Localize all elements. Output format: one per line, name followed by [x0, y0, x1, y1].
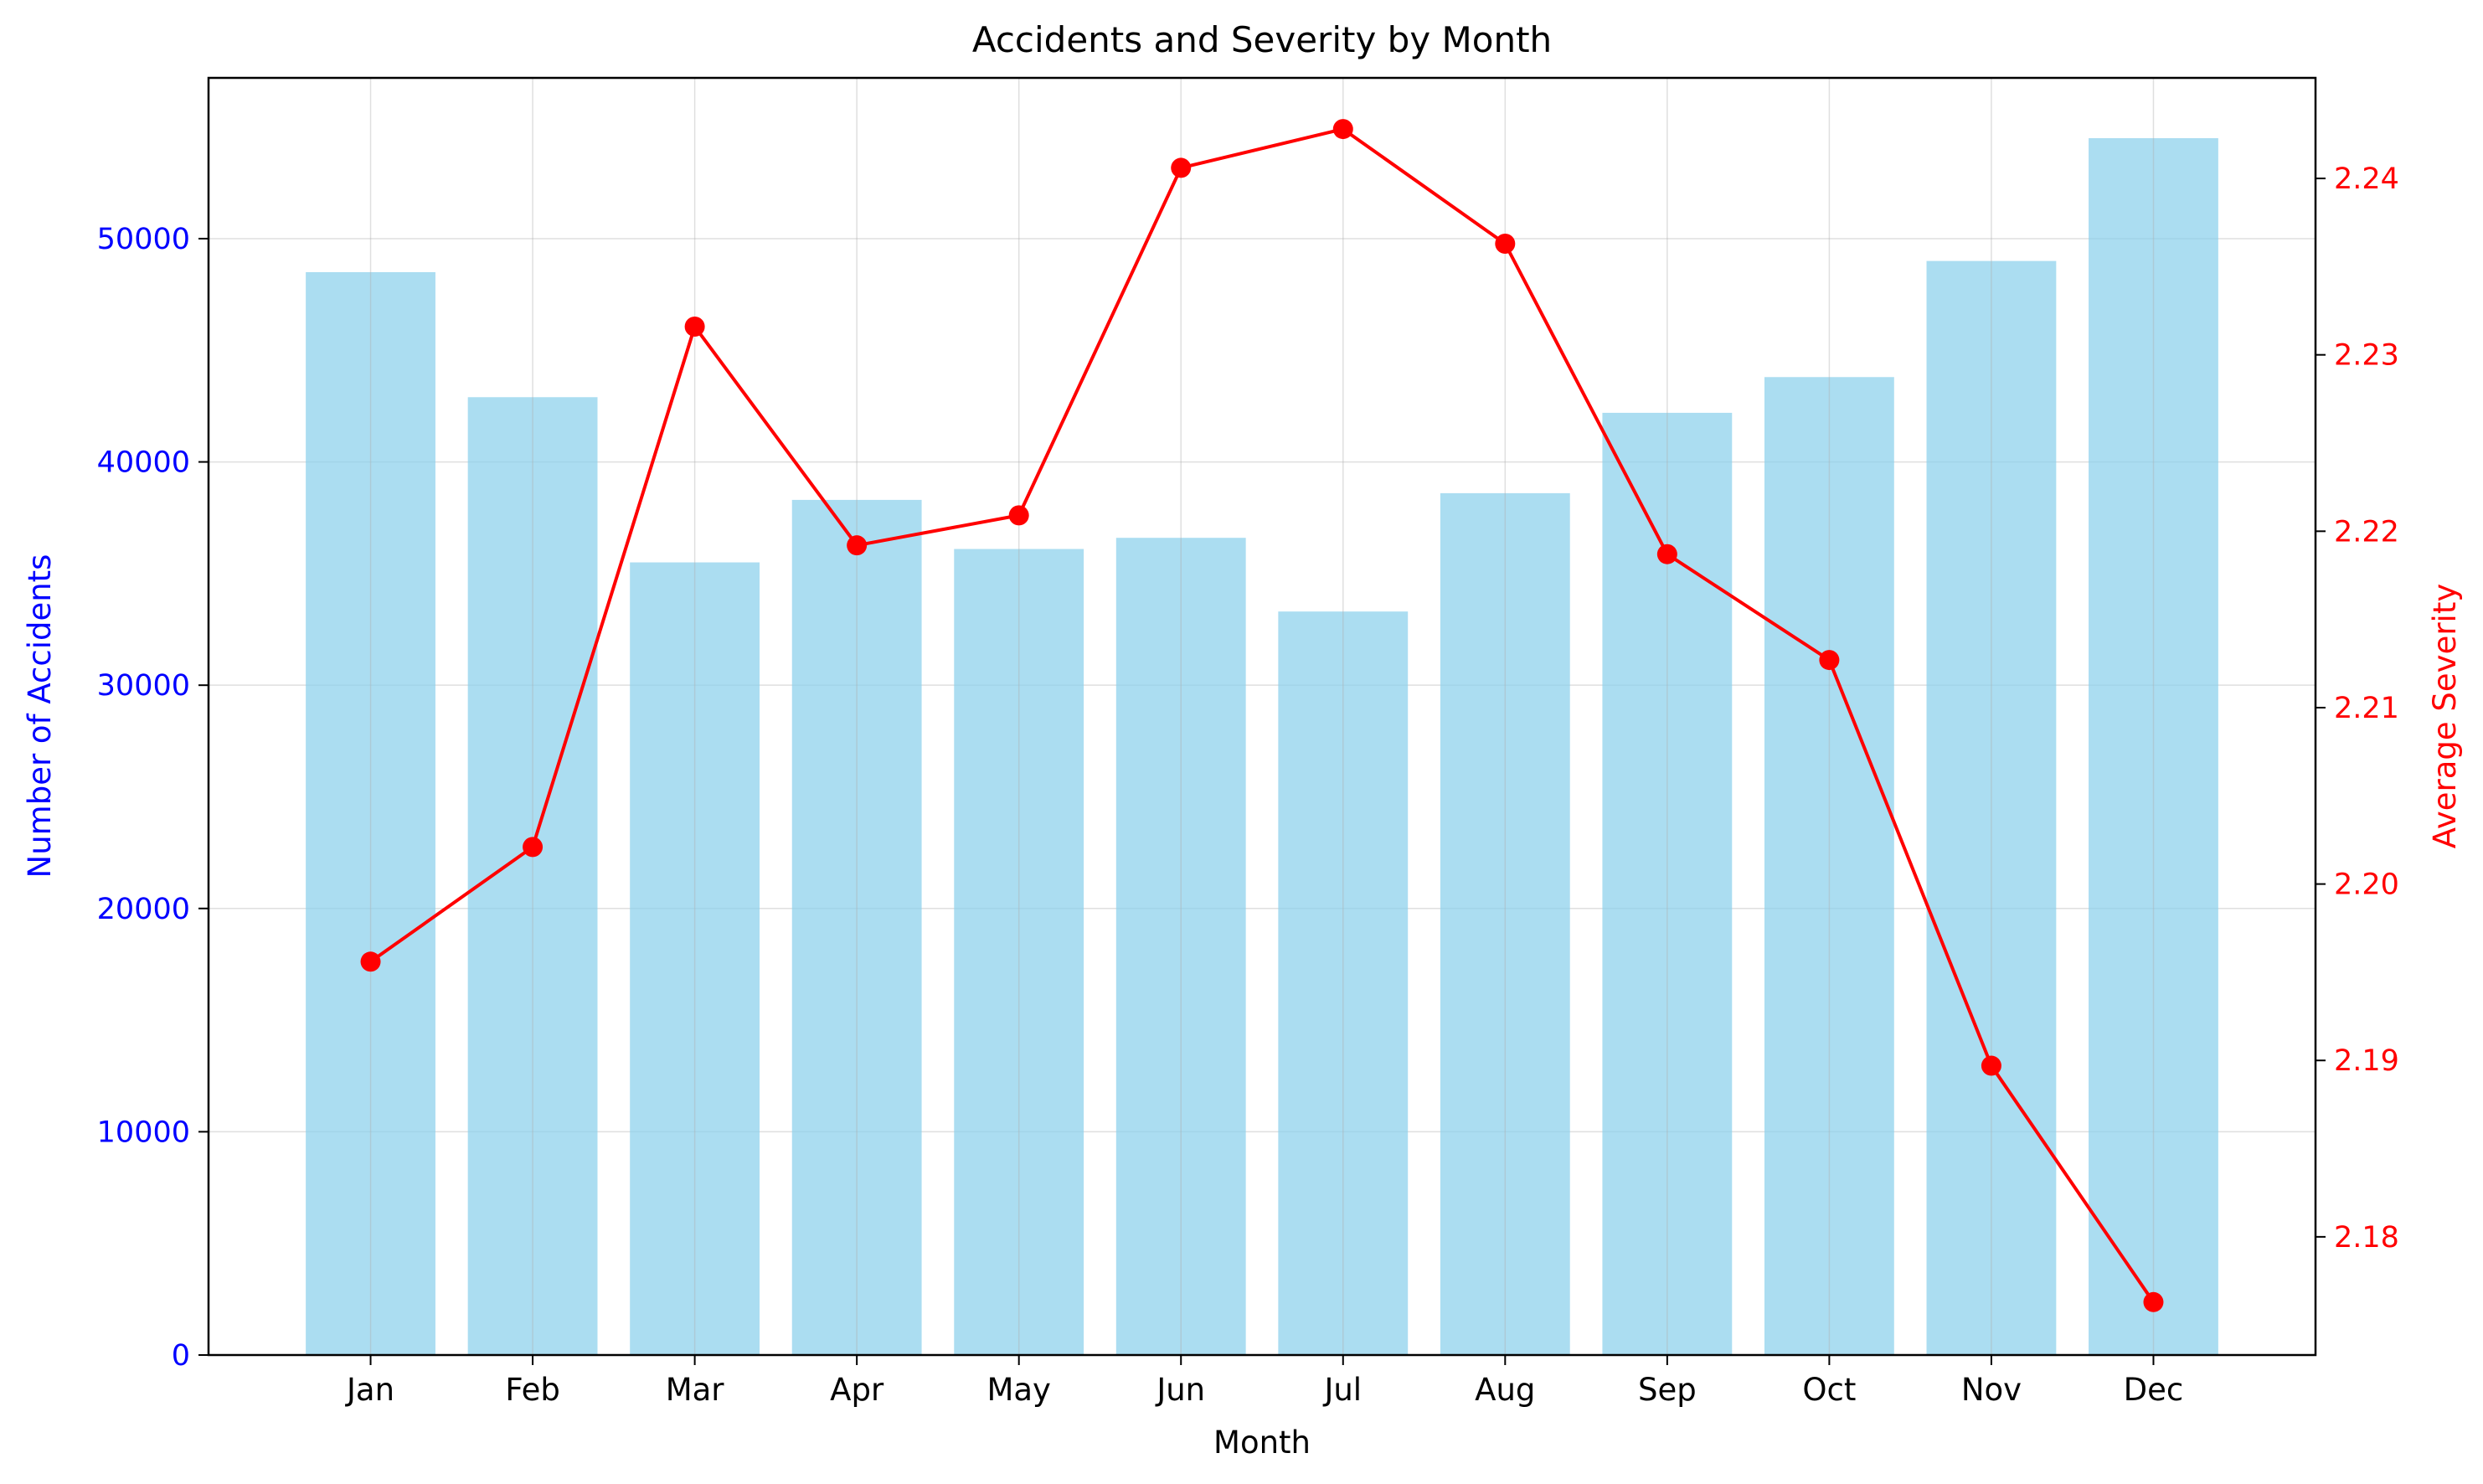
- bar: [630, 562, 760, 1355]
- severity-point: [684, 316, 705, 337]
- plot-frame: [207, 76, 2317, 1357]
- y2-tick-label: 2.19: [2334, 1044, 2399, 1078]
- y2-tick-label: 2.21: [2334, 692, 2399, 725]
- x-tick-label: Jun: [1155, 1372, 1205, 1408]
- severity-point: [1332, 119, 1353, 140]
- bar: [1602, 412, 1733, 1355]
- y-tick-label: 30000: [97, 669, 190, 703]
- y2-tick-label: 2.18: [2334, 1221, 2399, 1255]
- y-axis-label: Number of Accidents: [22, 554, 58, 879]
- y2-axis-label: Average Severity: [2427, 584, 2463, 849]
- y2-tick-label: 2.22: [2334, 515, 2399, 549]
- bar: [1926, 260, 2057, 1355]
- x-tick-label: Sep: [1638, 1372, 1697, 1408]
- severity-line: [369, 127, 2156, 1303]
- severity-point: [360, 951, 381, 972]
- severity-point: [1656, 544, 1677, 564]
- severity-point: [1981, 1055, 2001, 1076]
- x-tick-label: Mar: [666, 1372, 725, 1408]
- y2-tick-label: 2.24: [2334, 162, 2399, 196]
- bar: [1440, 492, 1570, 1355]
- y-tick-label: 40000: [97, 446, 190, 480]
- y-tick-label: 50000: [97, 223, 190, 256]
- x-tick-label: Nov: [1961, 1372, 2022, 1408]
- bar: [1764, 377, 1894, 1355]
- x-tick-label: Feb: [505, 1372, 560, 1408]
- severity-point: [1819, 650, 1840, 671]
- y2-tick-label: 2.23: [2334, 339, 2399, 373]
- bar: [2089, 137, 2218, 1356]
- x-axis-label: Month: [1213, 1425, 1311, 1461]
- x-tick-label: Dec: [2124, 1372, 2184, 1408]
- severity-point: [2143, 1291, 2164, 1312]
- bar: [306, 271, 435, 1355]
- x-tick-label: Oct: [1802, 1372, 1856, 1408]
- severity-point: [1008, 505, 1029, 526]
- bar: [1115, 538, 1246, 1355]
- y-tick-label: 20000: [97, 893, 190, 926]
- y-tick-label: 0: [172, 1339, 190, 1373]
- x-tick-label: May: [987, 1372, 1051, 1408]
- y2-tick-label: 2.20: [2334, 868, 2399, 902]
- severity-point: [1495, 233, 1516, 254]
- bar: [791, 499, 922, 1355]
- x-tick-label: Jan: [345, 1372, 394, 1408]
- x-tick-label: Jul: [1322, 1372, 1362, 1408]
- severity-point: [1171, 157, 1192, 178]
- x-tick-label: Aug: [1475, 1372, 1535, 1408]
- severity-point: [847, 535, 868, 556]
- axis-layer: 0 10000 20000 30000 40000 50000 2.18 2.19 2.20 2.…: [97, 76, 2399, 1408]
- line-layer: [360, 119, 2164, 1312]
- severity-point: [523, 837, 543, 858]
- chart-title: Accidents and Severity by Month: [972, 19, 1552, 60]
- bar: [1278, 611, 1409, 1355]
- y-tick-label: 10000: [97, 1116, 190, 1149]
- bar: [954, 549, 1084, 1355]
- x-tick-label: Apr: [830, 1372, 884, 1408]
